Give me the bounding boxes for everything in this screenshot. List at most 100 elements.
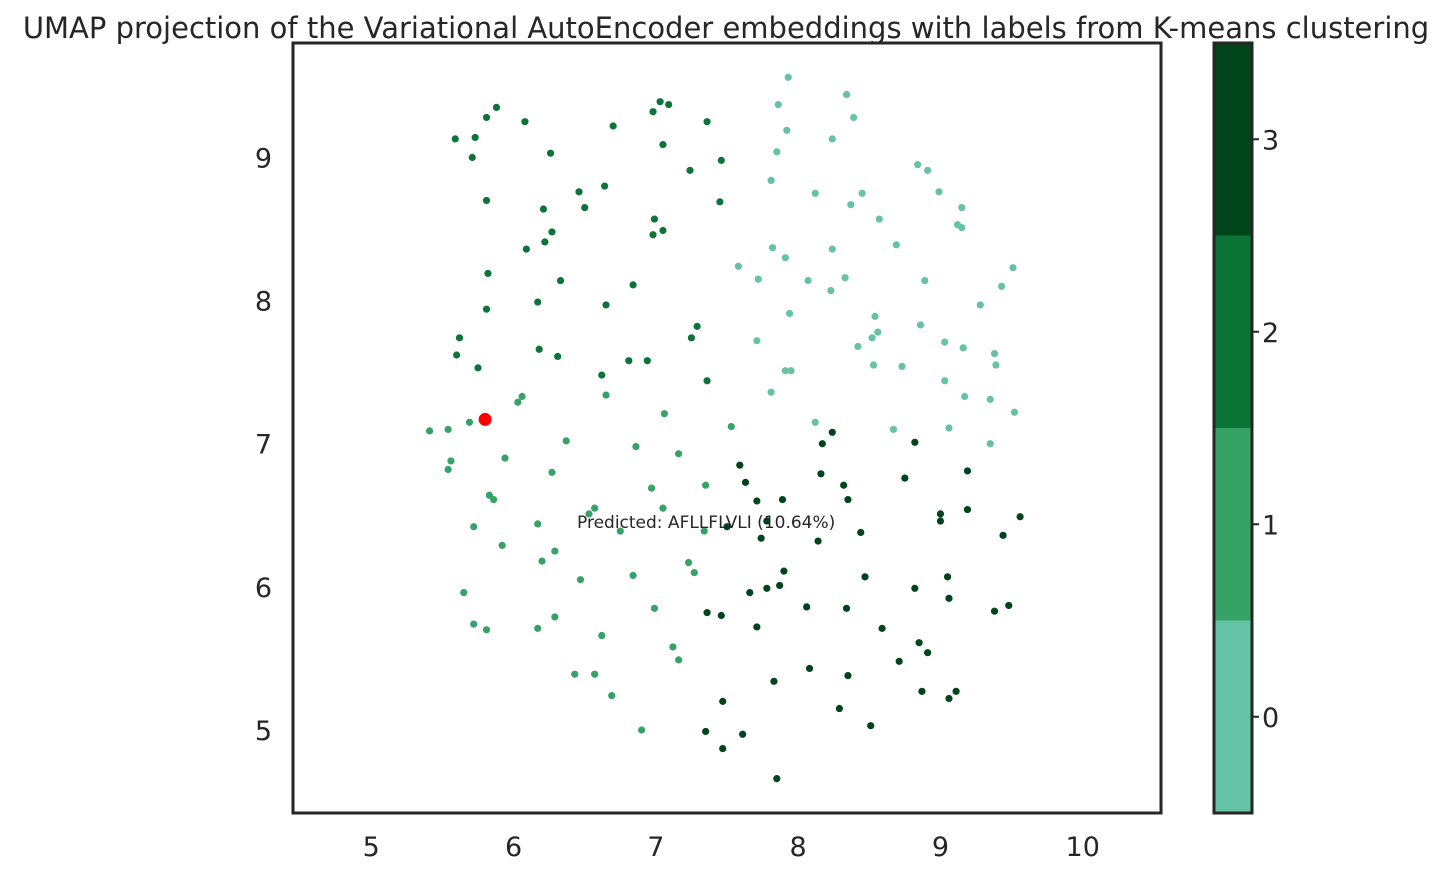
scatter-point (539, 205, 548, 213)
scatter-point (867, 722, 875, 730)
scatter-point (739, 730, 747, 738)
highlighted-point (478, 412, 492, 426)
chart-title: UMAP projection of the Variational AutoE… (23, 11, 1429, 45)
scatter-point (548, 228, 556, 236)
scatter-point (734, 262, 742, 270)
scatter-point (684, 558, 693, 567)
scatter-point (554, 352, 562, 361)
scatter-point (767, 388, 775, 396)
scatter-point (598, 631, 606, 640)
colorbar-segment (1214, 43, 1252, 236)
scatter-point (470, 523, 478, 531)
scatter-point (811, 418, 819, 426)
scatter-point (914, 161, 922, 169)
scatter-point (490, 495, 498, 504)
scatter-point (753, 623, 761, 631)
scatter-point (556, 276, 565, 285)
scatter-point (854, 342, 862, 351)
scatter-point (638, 726, 646, 734)
scatter-point (551, 547, 559, 555)
scatter-point (534, 520, 542, 528)
scatter-point (675, 656, 683, 664)
scatter-point (757, 534, 765, 542)
scatter-point (632, 443, 640, 451)
scatter-point (781, 367, 789, 375)
prediction-annotation: Predicted: AFLLFLVLI (10.64%) (577, 513, 835, 533)
scatter-point (656, 98, 664, 106)
scatter-point (814, 537, 822, 545)
scatter-point (629, 281, 637, 289)
scatter-point (471, 133, 479, 142)
scatter-point (901, 474, 909, 482)
scatter-point (941, 338, 949, 346)
scatter-point (990, 607, 999, 615)
scatter-point (716, 198, 724, 206)
y-tick-label: 8 (255, 287, 272, 318)
scatter-point (690, 568, 698, 577)
scatter-point (659, 504, 667, 512)
scatter-point (754, 275, 762, 283)
scatter-point (675, 450, 683, 458)
colorbar-segment (1214, 428, 1252, 621)
x-tick-label: 8 (790, 832, 807, 863)
scatter-point (781, 254, 789, 262)
scatter-point (1010, 408, 1019, 416)
scatter-point (924, 649, 932, 657)
scatter-point (629, 571, 637, 580)
scatter-point (770, 677, 778, 685)
colorbar-tick-label: 0 (1262, 703, 1279, 734)
scatter-point (841, 274, 849, 282)
scatter-point (602, 301, 610, 309)
scatter-point (518, 392, 526, 401)
scatter-point (868, 334, 876, 342)
scatter-point (575, 188, 583, 196)
scatter-point (842, 604, 851, 612)
scatter-point (945, 694, 953, 703)
scatter-point (783, 126, 791, 134)
scatter-point (562, 437, 570, 445)
x-tick-label: 5 (363, 832, 380, 863)
scatter-point (898, 362, 906, 371)
scatter-point (741, 478, 750, 486)
scatter-point (482, 113, 491, 122)
y-axis-ticks: 5 6 7 8 9 (255, 143, 272, 746)
scatter-point (958, 224, 966, 232)
scatter-point (693, 322, 701, 330)
scatter-point (780, 567, 788, 575)
scatter-point (717, 156, 725, 164)
scatter-point (659, 226, 667, 235)
scatter-point (936, 510, 945, 518)
scatter-point (778, 495, 787, 504)
scatter-point (649, 231, 657, 239)
scatter-point (878, 624, 886, 632)
scatter-point (736, 461, 744, 469)
scatter-point (470, 620, 478, 628)
scatter-point (426, 427, 434, 435)
scatter-point (522, 245, 530, 253)
scatter-point (602, 391, 610, 399)
scatter-point (687, 334, 696, 342)
scatter-point (468, 153, 476, 162)
scatter-point (601, 182, 609, 190)
scatter-point (803, 603, 811, 611)
scatter-point (723, 523, 731, 531)
scatter-point (650, 215, 659, 223)
scatter-point (999, 531, 1007, 539)
scatter-point (916, 321, 925, 329)
x-tick-label: 6 (505, 832, 522, 863)
scatter-point (828, 245, 836, 253)
scatter-point (514, 398, 522, 406)
scatter-point (992, 361, 1000, 369)
scatter-point (952, 687, 960, 695)
scatter-point (591, 670, 599, 678)
scatter-point (847, 201, 855, 209)
colorbar-segment (1214, 235, 1252, 428)
scatter-point (963, 467, 972, 475)
scatter-point (889, 425, 898, 434)
x-axis-ticks: 5 6 7 8 9 10 (363, 832, 1100, 863)
scatter-point (460, 588, 468, 597)
scatter-point (650, 604, 659, 612)
scatter-point (719, 697, 727, 705)
scatter-point (935, 188, 943, 196)
